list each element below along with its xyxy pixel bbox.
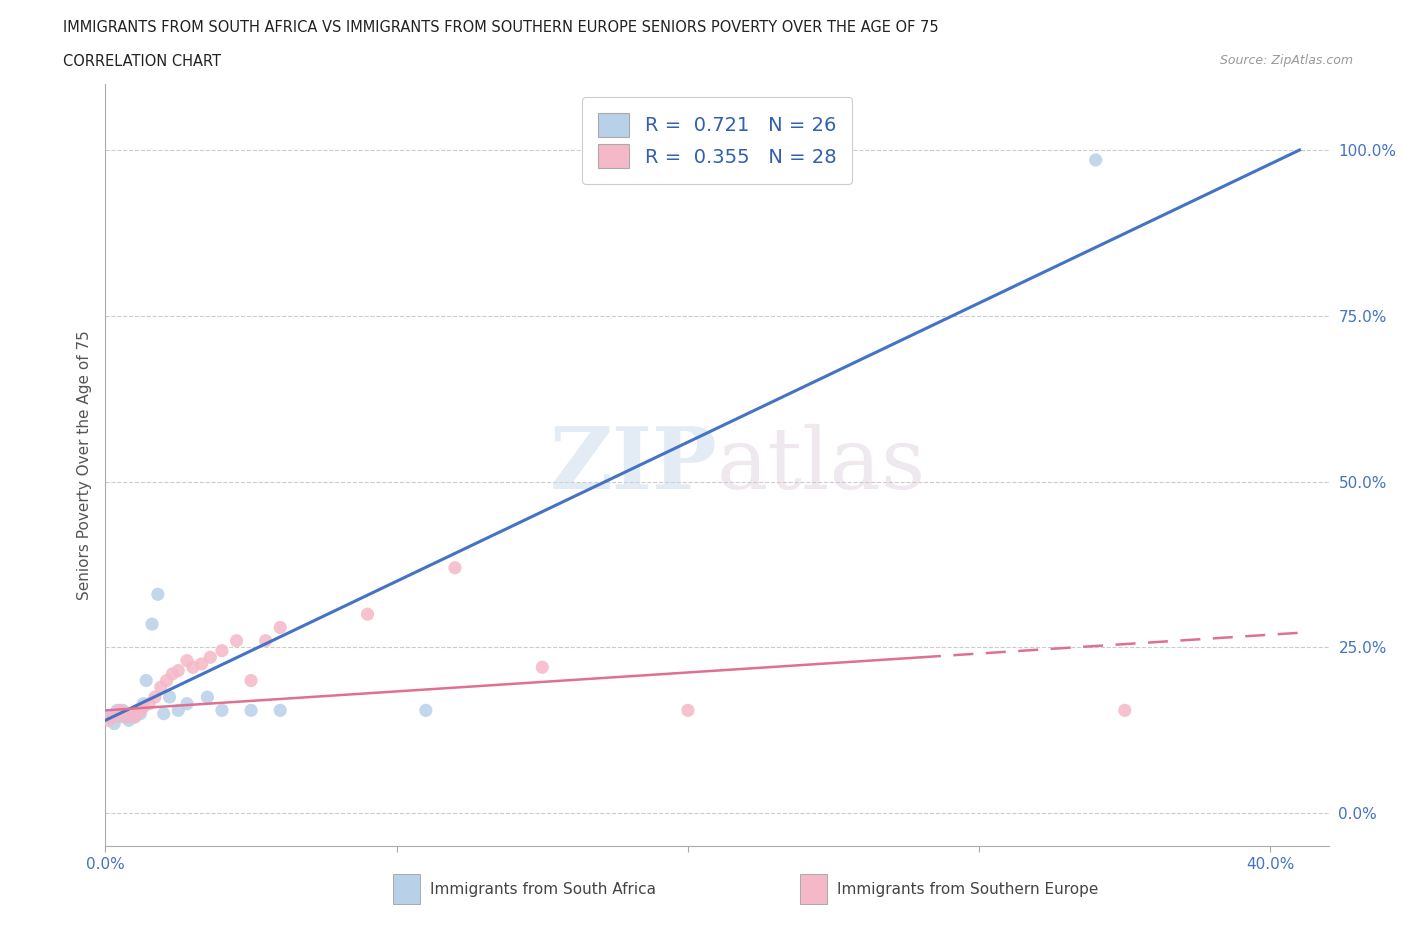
FancyBboxPatch shape bbox=[392, 874, 420, 904]
Point bbox=[103, 710, 125, 724]
Point bbox=[197, 690, 219, 705]
Point bbox=[115, 710, 138, 724]
Point bbox=[149, 680, 172, 695]
Point bbox=[1114, 703, 1136, 718]
Point bbox=[103, 716, 125, 731]
Point bbox=[105, 703, 128, 718]
Point bbox=[211, 644, 233, 658]
Point bbox=[97, 713, 120, 728]
Point bbox=[167, 703, 190, 718]
Point bbox=[1084, 153, 1107, 167]
Point bbox=[269, 703, 291, 718]
Point bbox=[200, 650, 222, 665]
Point bbox=[118, 713, 141, 728]
Point bbox=[97, 710, 120, 724]
Text: ZIP: ZIP bbox=[550, 423, 717, 507]
Point bbox=[211, 703, 233, 718]
Point bbox=[124, 710, 146, 724]
Text: CORRELATION CHART: CORRELATION CHART bbox=[63, 54, 221, 69]
Point bbox=[108, 710, 131, 724]
Point bbox=[129, 703, 152, 718]
Point bbox=[269, 620, 291, 635]
Legend: R =  0.721   N = 26, R =  0.355   N = 28: R = 0.721 N = 26, R = 0.355 N = 28 bbox=[582, 98, 852, 183]
Point bbox=[159, 690, 181, 705]
Point bbox=[240, 703, 263, 718]
Point bbox=[100, 710, 122, 724]
Point bbox=[143, 690, 166, 705]
Point bbox=[129, 706, 152, 721]
Point bbox=[108, 703, 131, 718]
Point bbox=[135, 673, 157, 688]
Point bbox=[127, 703, 149, 718]
Text: atlas: atlas bbox=[717, 423, 927, 507]
Point bbox=[167, 663, 190, 678]
Text: Source: ZipAtlas.com: Source: ZipAtlas.com bbox=[1219, 54, 1353, 67]
Point bbox=[444, 561, 467, 576]
Point bbox=[676, 703, 699, 718]
Point bbox=[240, 673, 263, 688]
Point bbox=[176, 697, 198, 711]
Y-axis label: Seniors Poverty Over the Age of 75: Seniors Poverty Over the Age of 75 bbox=[77, 330, 93, 600]
Text: Immigrants from South Africa: Immigrants from South Africa bbox=[430, 882, 655, 897]
Point bbox=[225, 633, 247, 648]
Point bbox=[141, 617, 163, 631]
Point bbox=[156, 673, 179, 688]
Text: IMMIGRANTS FROM SOUTH AFRICA VS IMMIGRANTS FROM SOUTHERN EUROPE SENIORS POVERTY : IMMIGRANTS FROM SOUTH AFRICA VS IMMIGRAN… bbox=[63, 20, 939, 35]
Point bbox=[190, 657, 212, 671]
Point bbox=[152, 706, 174, 721]
Point bbox=[176, 653, 198, 668]
Point bbox=[415, 703, 437, 718]
Point bbox=[115, 710, 138, 724]
Point bbox=[356, 606, 378, 621]
Point bbox=[121, 706, 143, 721]
Point bbox=[254, 633, 277, 648]
Point bbox=[111, 703, 134, 718]
Point bbox=[146, 587, 169, 602]
Point bbox=[132, 699, 155, 714]
Point bbox=[138, 697, 160, 711]
Point bbox=[132, 697, 155, 711]
Point bbox=[124, 710, 146, 724]
Text: Immigrants from Southern Europe: Immigrants from Southern Europe bbox=[837, 882, 1098, 897]
Point bbox=[531, 659, 554, 674]
Point bbox=[121, 710, 143, 724]
Point bbox=[162, 667, 184, 682]
FancyBboxPatch shape bbox=[800, 874, 827, 904]
Point bbox=[181, 659, 204, 674]
